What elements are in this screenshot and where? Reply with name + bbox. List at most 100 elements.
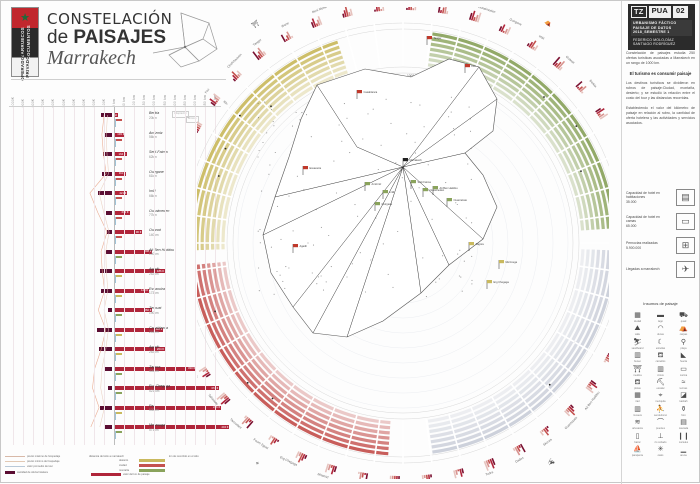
- outer-node: [325, 463, 337, 475]
- outer-node: [390, 476, 400, 479]
- pin-flag-icon: [411, 180, 416, 183]
- insumo-label: valle: [626, 333, 649, 336]
- map-city-label: Essaouira: [310, 166, 322, 170]
- terrain-dot: [375, 217, 376, 218]
- insumo-label: ciudad: [626, 320, 649, 323]
- outer-node: [252, 46, 266, 60]
- insumo-label: riad: [626, 400, 649, 403]
- terrain-dot: [455, 202, 456, 203]
- terrain-dot: [410, 102, 411, 103]
- header-divider: [11, 79, 226, 80]
- code-authors: FEDERICO MOLO-DÍAZ SANTIAGO RODRÍGUEZ: [631, 37, 692, 48]
- micro-bar: [394, 476, 396, 479]
- outer-node: [374, 7, 385, 12]
- terrain-dot: [257, 156, 258, 157]
- insumo-label: arena: [672, 454, 695, 457]
- valle-icon: ⛰: [626, 324, 649, 333]
- ring-pictogram-icon: ⛺: [543, 19, 553, 28]
- micro-bar: [430, 474, 432, 477]
- micro-bar: [440, 10, 442, 13]
- band-dot: [247, 382, 249, 384]
- playa-icon: ⚲: [672, 338, 695, 347]
- arena-icon: ▁: [672, 445, 695, 454]
- outer-node: [199, 366, 211, 379]
- insumos-heading: Insumos de paisaje: [626, 301, 695, 306]
- terrain-dot: [453, 128, 454, 129]
- chart-axis-ticks: 1000€900€800€700€600€500€400€300€200€100…: [9, 85, 225, 107]
- airplane-icon: ✈: [676, 261, 695, 278]
- terrain-dot: [466, 217, 467, 218]
- band-dot: [580, 170, 582, 172]
- micro-bar: [374, 10, 376, 12]
- mezquita-icon: ⌖: [649, 391, 672, 400]
- terrain-dot: [280, 275, 281, 276]
- legend-swatch-min: [5, 461, 25, 462]
- micro-bar: [520, 444, 526, 453]
- code-number: 02: [673, 6, 688, 18]
- terrain-dot: [274, 294, 275, 295]
- insumo-label: sandboard: [626, 347, 649, 350]
- micro-bar: [342, 14, 345, 18]
- terrain-dot: [471, 256, 472, 257]
- map-city-marker[interactable]: Merzouga: [499, 260, 518, 269]
- bed-icon: ▭: [676, 213, 695, 230]
- terrain-dot: [451, 97, 452, 98]
- legend-swatch-avg: [5, 466, 25, 467]
- sector-divider: [197, 214, 228, 220]
- document-code-block: TZ PUA 02 URBANISMO FÁCTICO PAISAJE DE D…: [628, 4, 695, 50]
- paragraph-2: Los destinos turísticos se dividieron en…: [626, 81, 695, 101]
- micro-bar: [281, 34, 286, 42]
- grid-line: [144, 107, 145, 445]
- outer-node: [406, 7, 416, 10]
- terrain-dot: [266, 132, 267, 133]
- escalar-icon: ⛏: [649, 378, 672, 387]
- insumo-label: artesanía: [626, 427, 649, 430]
- terrain-dot: [352, 263, 353, 264]
- insumo-parapente: ⛵parapente: [626, 445, 649, 457]
- outer-label: Imlil: [538, 34, 545, 41]
- carpas-icon: ⛺: [672, 324, 695, 333]
- insumos-icon-grid: ▦ciudad▬lago⛟quad⛰valle◠dunas⛺carpas⛷san…: [626, 311, 695, 457]
- outer-label: Fez: [204, 87, 211, 94]
- puentes-icon: ⌒: [649, 418, 672, 427]
- band-dot: [225, 148, 227, 150]
- grid-line: [104, 107, 105, 445]
- huerta-icon: ◣: [672, 351, 695, 360]
- artesanía-icon: ≋: [626, 418, 649, 427]
- terrain-dot: [410, 201, 411, 202]
- insumo-rio-cortado: ⊥rio cortado: [649, 432, 672, 444]
- insumo-label: escalar: [649, 387, 672, 390]
- medina-icon: ⛩: [626, 365, 649, 374]
- insumo-label: dunas: [649, 333, 672, 336]
- micro-bar: [291, 36, 293, 39]
- legend-swatch-hotel: [5, 471, 15, 474]
- sector-divider: [374, 23, 380, 68]
- insumo-sandboard: ⛷sandboard: [626, 338, 649, 350]
- outer-node: [267, 435, 280, 447]
- stat-item: Llegadas a marrakech✈: [626, 261, 695, 278]
- micro-bar: [406, 8, 408, 10]
- outer-label: Dades: [514, 456, 524, 464]
- terrain-dot: [288, 196, 289, 197]
- terrain-dot: [312, 272, 313, 273]
- outer-node: [208, 93, 220, 106]
- ring-pictogram-icon: ⛷: [545, 456, 556, 467]
- terrain-dot: [367, 113, 368, 114]
- quad-icon: ⛟: [672, 311, 695, 320]
- terrain-dot: [316, 283, 317, 284]
- country-outline: [263, 59, 497, 337]
- map-city-label: Ouarzazate: [454, 198, 468, 202]
- band-dot: [549, 384, 551, 386]
- terrain-dot: [296, 112, 297, 113]
- pin-flag-icon: [357, 90, 362, 93]
- terrain-dot: [471, 179, 472, 180]
- micro-bar: [272, 436, 274, 439]
- terrain-dot: [258, 103, 259, 104]
- terrain-dot: [258, 117, 259, 118]
- estrellas-icon: ☾: [649, 338, 672, 347]
- terrain-dot: [432, 219, 433, 220]
